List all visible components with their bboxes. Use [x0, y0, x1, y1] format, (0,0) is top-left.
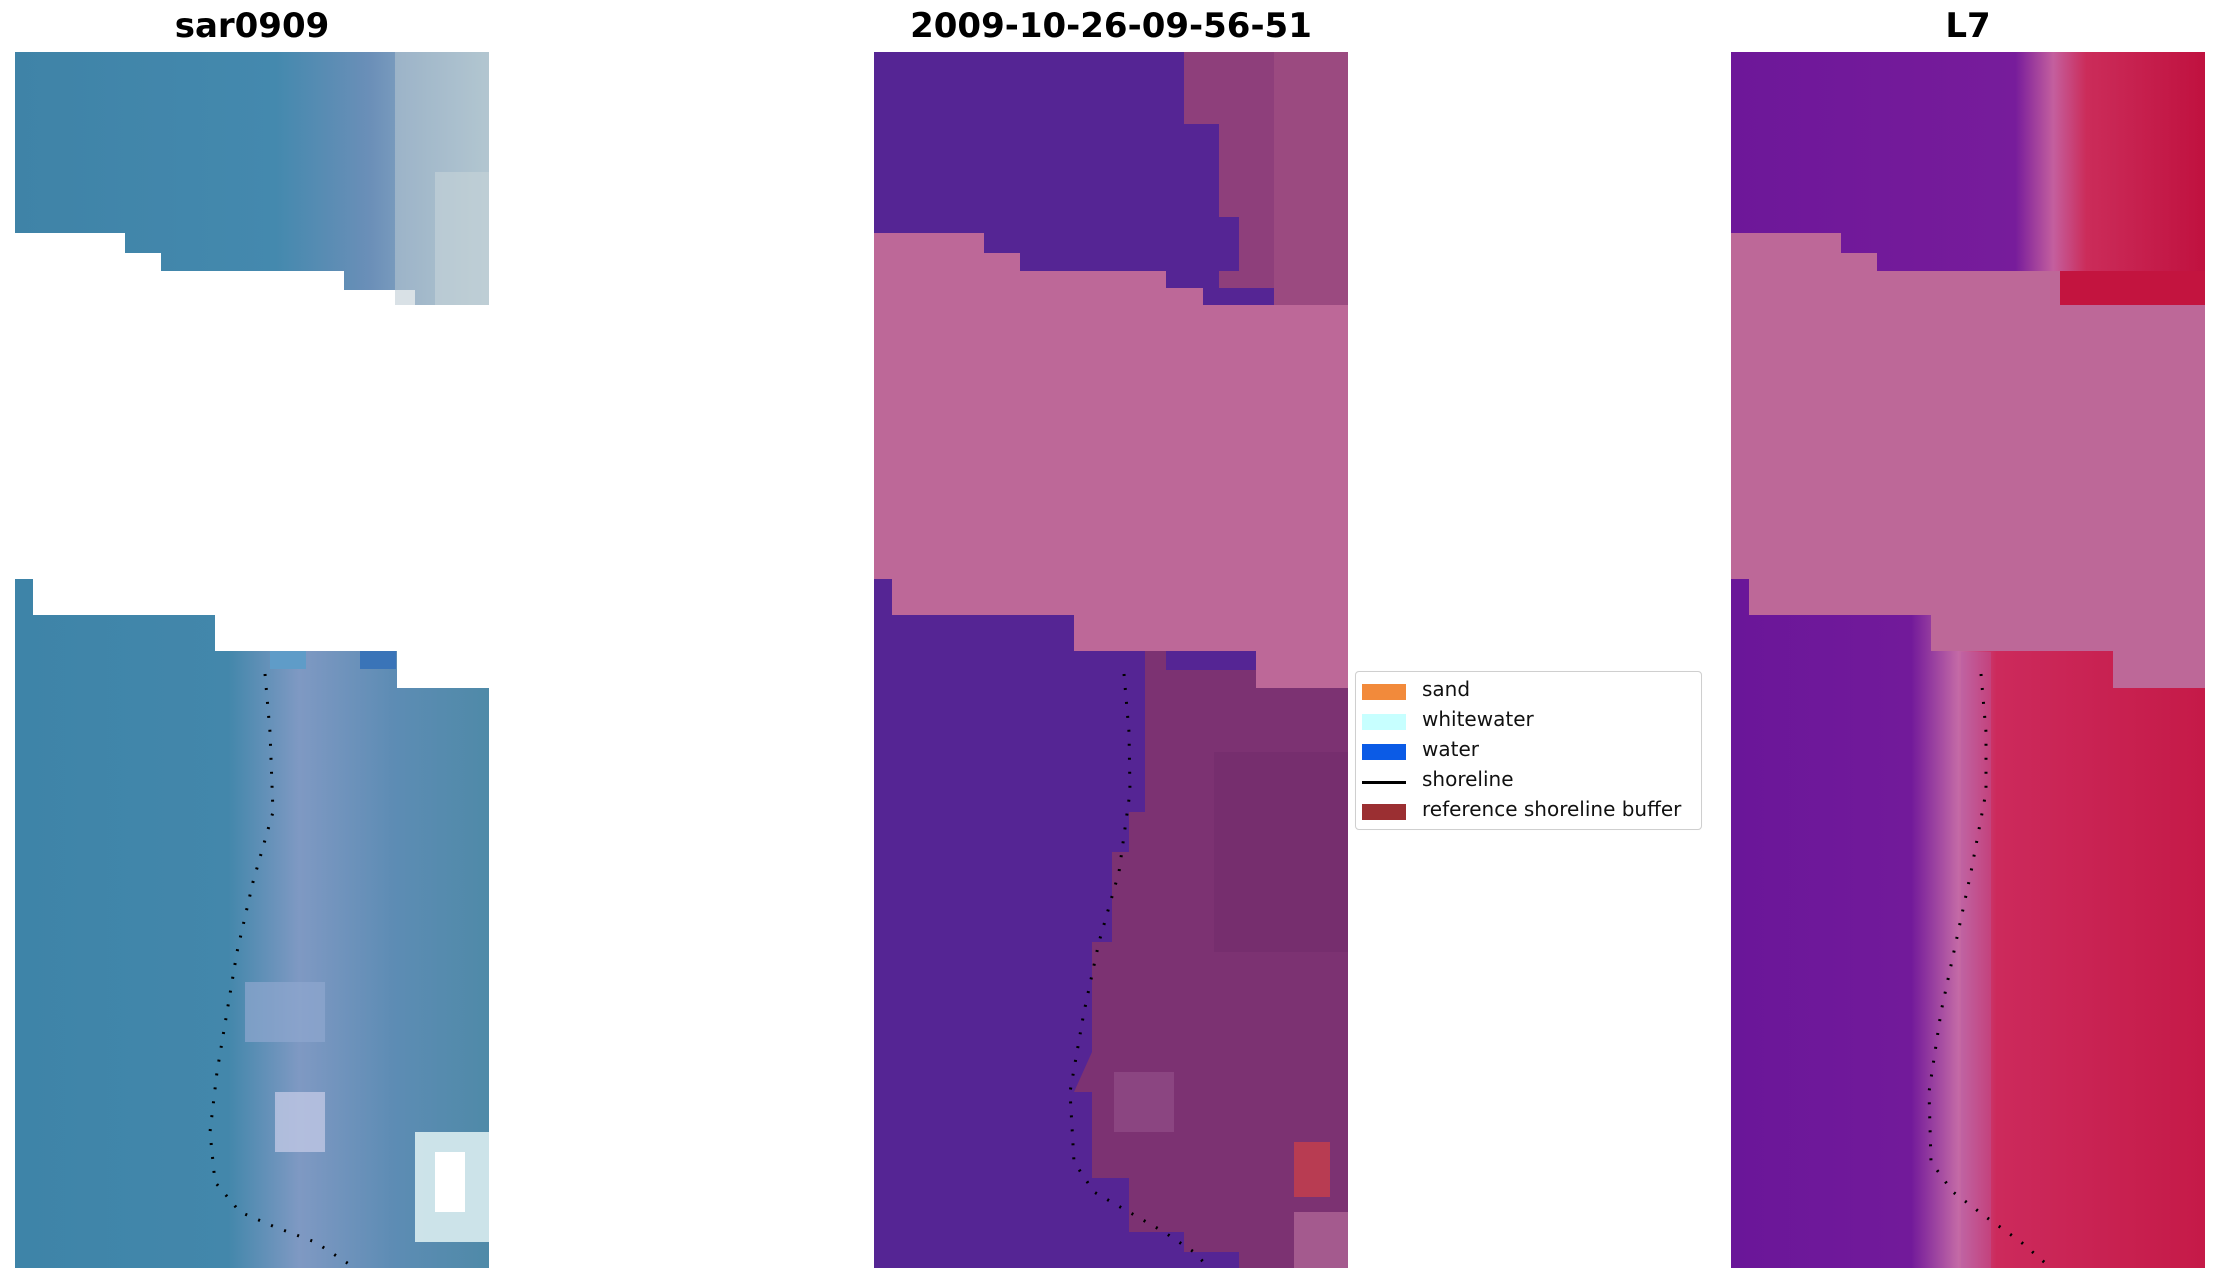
panel-title-satellite: L7 [1945, 6, 1991, 46]
classified-image-panel [874, 52, 1348, 1268]
legend: sand whitewater water shoreline referenc… [1355, 671, 1702, 830]
legend-item-whitewater: whitewater [1356, 704, 1701, 734]
panel-title-date: 2009-10-26-09-56-51 [910, 6, 1312, 46]
sand-swatch-icon [1362, 684, 1406, 700]
legend-item-sand: sand [1356, 674, 1701, 704]
legend-label: reference shoreline buffer [1422, 797, 1682, 821]
legend-label: whitewater [1422, 707, 1534, 731]
classified-image [874, 52, 1348, 1268]
legend-item-water: water [1356, 734, 1701, 764]
rgb-image-panel [15, 52, 489, 1268]
legend-item-reference-buffer: reference shoreline buffer [1356, 794, 1701, 824]
whitewater-swatch-icon [1362, 714, 1406, 730]
rgb-image [15, 52, 489, 1268]
reference-buffer-swatch-icon [1362, 804, 1406, 820]
panel-title-rgb: sar0909 [174, 6, 330, 46]
l7-image [1731, 52, 2205, 1268]
l7-image-panel [1731, 52, 2205, 1268]
legend-label: water [1422, 737, 1479, 761]
legend-label: sand [1422, 677, 1471, 701]
legend-item-shoreline: shoreline [1356, 764, 1701, 794]
shoreline-line-icon [1362, 781, 1406, 784]
legend-label: shoreline [1422, 767, 1514, 791]
water-swatch-icon [1362, 744, 1406, 760]
